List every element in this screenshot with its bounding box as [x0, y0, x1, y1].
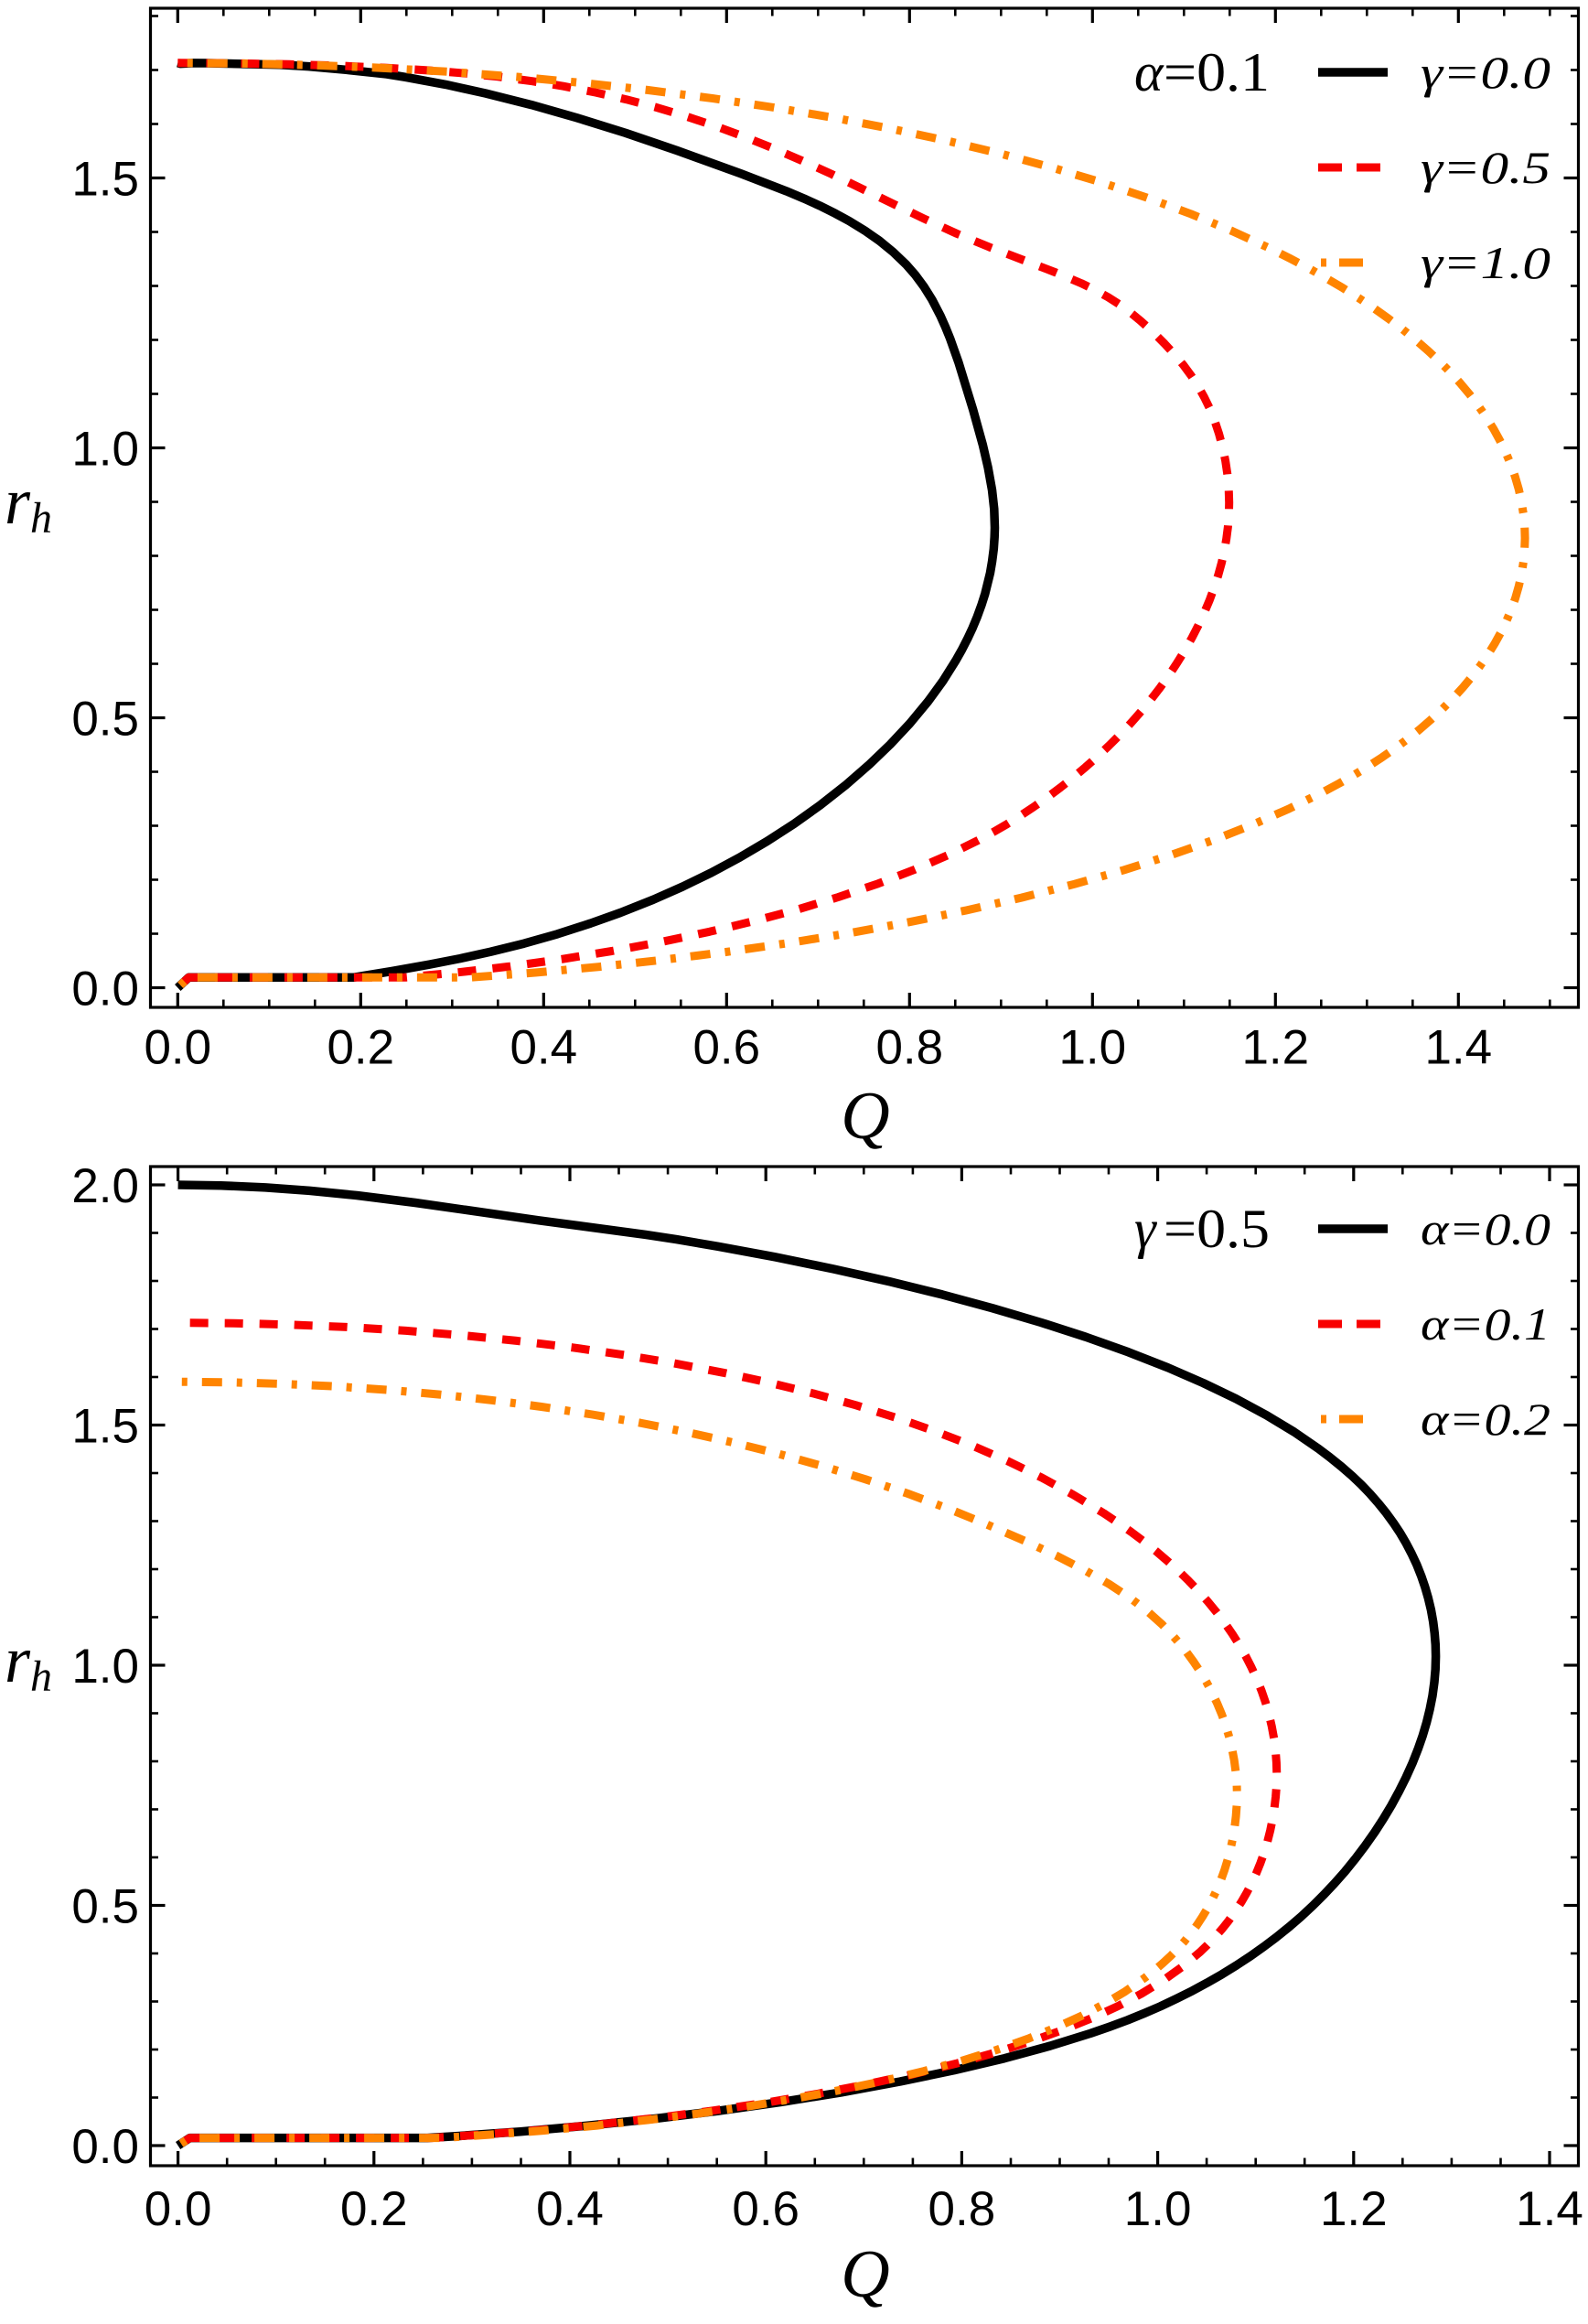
svg-text:0.0: 0.0 [145, 2182, 212, 2236]
svg-text:1.2: 1.2 [1241, 1021, 1309, 1075]
svg-text:0.4: 0.4 [510, 1021, 577, 1075]
svg-text:0.0: 0.0 [71, 2120, 139, 2174]
svg-text:γ: γ [1134, 1199, 1157, 1259]
svg-text:α=0.0: α=0.0 [1421, 1203, 1550, 1254]
svg-text:=0.1: =0.1 [1164, 42, 1270, 102]
svg-text:1.5: 1.5 [71, 153, 139, 207]
svg-text:Q: Q [841, 1079, 889, 1154]
svg-text:1.0: 1.0 [71, 1640, 139, 1694]
svg-text:0.2: 0.2 [327, 1021, 394, 1075]
svg-text:1.0: 1.0 [71, 423, 139, 477]
svg-text:0.8: 0.8 [928, 2182, 996, 2236]
svg-text:1.4: 1.4 [1516, 2182, 1583, 2236]
svg-text:0.0: 0.0 [71, 963, 139, 1017]
svg-text:0.6: 0.6 [692, 1021, 760, 1075]
svg-text:0.2: 0.2 [340, 2182, 408, 2236]
svg-text:1.0: 1.0 [1124, 2182, 1192, 2236]
svg-text:0.0: 0.0 [144, 1021, 211, 1075]
svg-text:1.4: 1.4 [1424, 1021, 1492, 1075]
svg-text:0.5: 0.5 [71, 1880, 139, 1934]
svg-text:γ=0.0: γ=0.0 [1421, 47, 1550, 98]
svg-text:0.5: 0.5 [71, 693, 139, 747]
svg-text:Q: Q [841, 2237, 889, 2312]
svg-text:2.0: 2.0 [71, 1159, 139, 1213]
svg-text:1.0: 1.0 [1058, 1021, 1126, 1075]
svg-text:0.8: 0.8 [875, 1021, 943, 1075]
svg-text:0.4: 0.4 [536, 2182, 604, 2236]
svg-text:γ=0.5: γ=0.5 [1421, 142, 1550, 193]
svg-text:α: α [1134, 42, 1164, 102]
svg-text:γ=1.0: γ=1.0 [1421, 237, 1550, 288]
svg-text:0.6: 0.6 [732, 2182, 799, 2236]
svg-text:α=0.1: α=0.1 [1421, 1298, 1550, 1350]
svg-text:α=0.2: α=0.2 [1421, 1393, 1550, 1445]
svg-text:1.5: 1.5 [71, 1400, 139, 1454]
svg-text:=0.5: =0.5 [1164, 1199, 1270, 1259]
svg-text:1.2: 1.2 [1320, 2182, 1388, 2236]
